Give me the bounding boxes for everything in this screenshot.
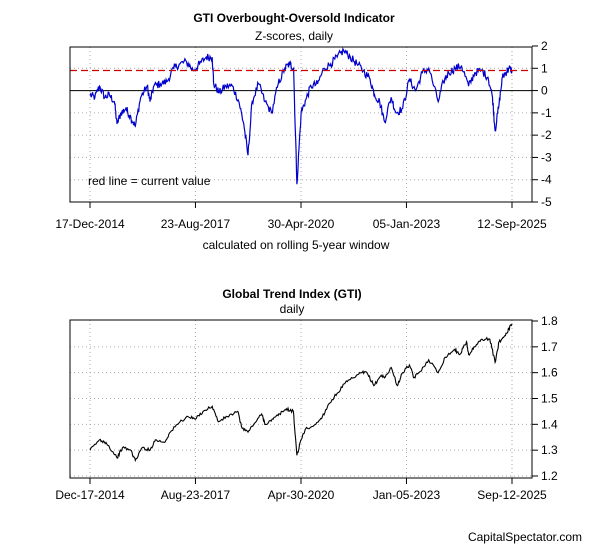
y-tick-label: -3	[541, 150, 552, 164]
zscore-chart-subtitle: Z-scores, daily	[255, 29, 333, 43]
gti-chart-subtitle: daily	[280, 302, 305, 316]
x-tick-label: 05-Jan-2023	[373, 217, 441, 231]
y-tick-label: 1.6	[541, 366, 558, 380]
x-tick-label: Apr-30-2020	[268, 488, 335, 502]
current-value-annotation: red line = current value	[88, 174, 211, 188]
x-tick-label: Sep-12-2025	[477, 488, 547, 502]
y-tick-label: 1.8	[541, 314, 558, 328]
zscore-y-ticks: 2 1 0 -1 -2 -3 -4 -5	[532, 39, 552, 209]
x-tick-label: Dec-17-2014	[55, 488, 125, 502]
y-tick-label: 1.4	[541, 417, 558, 431]
y-tick-label: -4	[541, 173, 552, 187]
x-tick-label: Jan-05-2023	[373, 488, 441, 502]
x-tick-label: 30-Apr-2020	[268, 217, 335, 231]
gti-series-line	[89, 323, 513, 463]
zscore-x-axis-label: calculated on rolling 5-year window	[203, 238, 390, 252]
source-credit: CapitalSpectator.com	[467, 530, 582, 544]
zscore-plot-frame	[69, 46, 533, 203]
y-tick-label: -1	[541, 106, 552, 120]
zscore-x-ticks: 17-Dec-2014 23-Aug-2017 30-Apr-2020 05-Jan-…	[55, 202, 547, 231]
x-tick-label: 23-Aug-2017	[161, 217, 231, 231]
y-tick-label: 0	[541, 84, 548, 98]
gti-plot-frame	[69, 319, 533, 479]
gti-grid	[70, 320, 532, 478]
y-tick-label: 1.3	[541, 443, 558, 457]
y-tick-label: 1.7	[541, 340, 558, 354]
x-tick-label: Aug-23-2017	[161, 488, 231, 502]
gti-panel: Global Trend Index (GTI) daily Dec-17-20…	[55, 287, 558, 502]
y-tick-label: 1.2	[541, 469, 558, 483]
zscore-panel: GTI Overbought-Oversold Indicator Z-scor…	[55, 11, 552, 252]
zscore-series-line	[89, 46, 513, 185]
x-tick-label: 17-Dec-2014	[55, 217, 125, 231]
x-tick-label: 12-Sep-2025	[477, 217, 547, 231]
y-tick-label: -2	[541, 128, 552, 142]
gti-x-ticks: Dec-17-2014 Aug-23-2017 Apr-30-2020 Jan-05-…	[55, 478, 547, 502]
gti-y-ticks: 1.8 1.7 1.6 1.5 1.4 1.3 1.2	[532, 314, 558, 483]
y-tick-label: -5	[541, 195, 552, 209]
y-tick-label: 1.5	[541, 392, 558, 406]
y-tick-label: 2	[541, 39, 548, 53]
zscore-chart-title: GTI Overbought-Oversold Indicator	[193, 11, 395, 25]
y-tick-label: 1	[541, 61, 548, 75]
gti-chart-title: Global Trend Index (GTI)	[222, 287, 361, 301]
